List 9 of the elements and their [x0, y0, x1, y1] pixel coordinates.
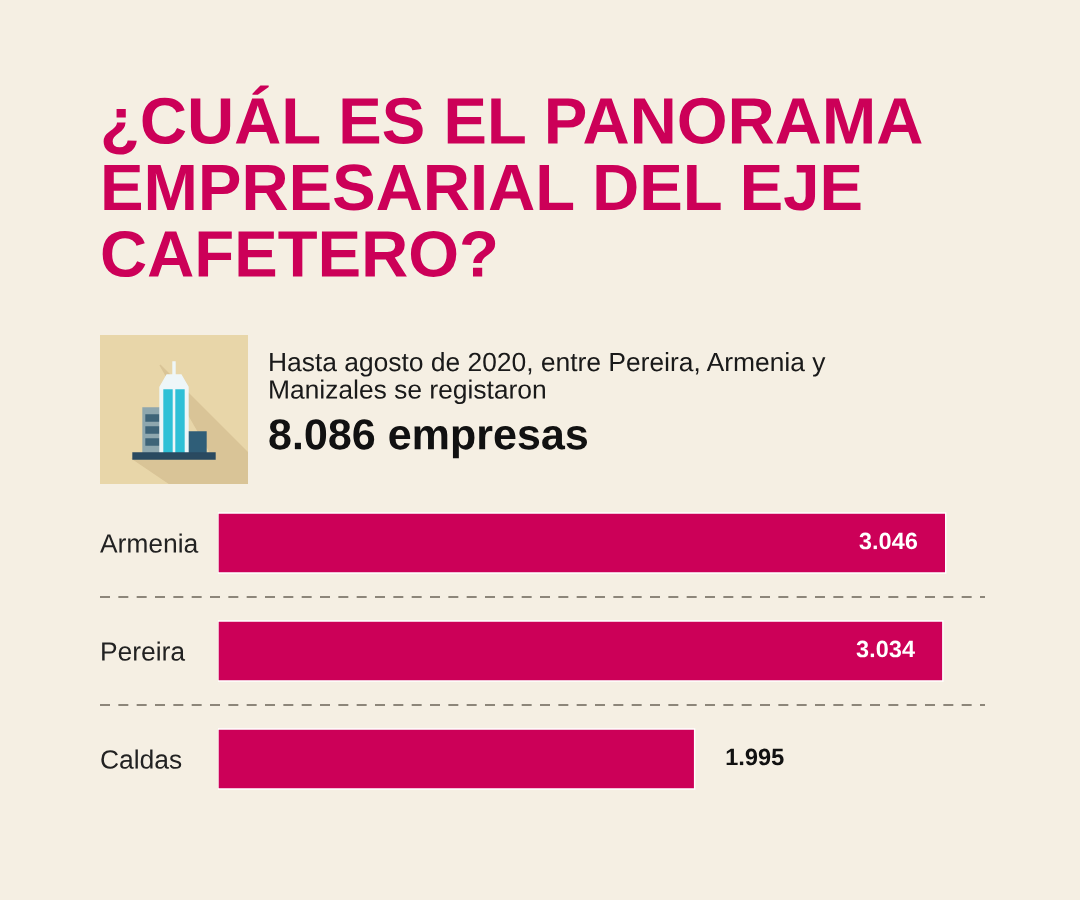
data-label: 3.046 — [859, 532, 918, 550]
data-label: 3.034 — [856, 640, 915, 658]
y-tick-label: Pereira — [102, 641, 186, 661]
text: 8.086 empresas — [269, 419, 588, 459]
data-label: 1.995 — [726, 748, 784, 766]
chart-title: ¿CUÁL ES EL PANORAMA EMPRESARIAL DEL EJE CAFETERO? — [102, 85, 922, 278]
y-tick-label: Caldas — [101, 749, 182, 769]
chart-subtitle: Hasta agosto de 2020, entre Pereira, Armenia y Manizales se registaron — [270, 352, 826, 405]
y-tick-label: Armenia — [100, 533, 199, 553]
